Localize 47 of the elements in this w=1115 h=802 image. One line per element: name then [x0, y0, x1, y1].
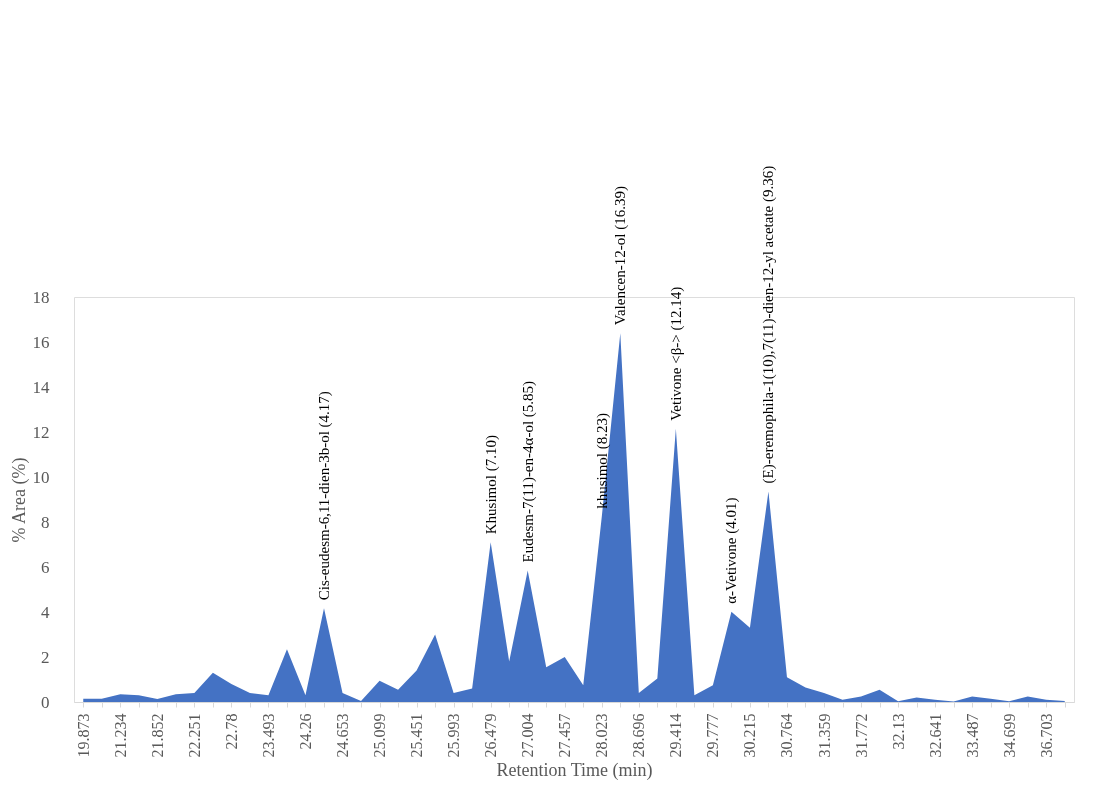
annotation: Eudesm-7(11)-en-4α-ol (5.85) — [519, 380, 537, 563]
y-tick-label: 2 — [41, 647, 50, 667]
x-tick-label: 24.26 — [296, 713, 314, 750]
y-tick-label: 4 — [41, 602, 50, 622]
annotation: khusimol (8.23) — [593, 412, 611, 509]
x-tick-label: 26.479 — [482, 713, 500, 758]
y-tick-label: 10 — [32, 467, 50, 487]
x-tick-label: 21.852 — [148, 713, 166, 758]
annotation: (E)-eremophila-1(10),7(11)-dien-12-yl acetate (9.36) — [760, 165, 778, 484]
x-axis-title: Retention Time (min) — [496, 759, 653, 781]
x-tick-label: 31.772 — [852, 713, 870, 758]
x-tick-label: 22.251 — [185, 713, 203, 758]
x-tick-label: 33.487 — [963, 713, 981, 758]
x-tick-label: 22.78 — [222, 713, 240, 750]
annotation: α-Vetivone (4.01) — [723, 497, 741, 604]
y-tick-label: 0 — [41, 692, 50, 712]
x-tick-label: 24.653 — [334, 713, 352, 758]
x-tick-label: 27.004 — [519, 713, 537, 758]
y-tick-label: 8 — [41, 512, 50, 532]
x-tick-label: 32.13 — [889, 713, 907, 750]
x-tick-label: 34.699 — [1000, 713, 1018, 758]
x-tick-label: 29.777 — [704, 713, 722, 758]
x-tick-label: 36.703 — [1037, 713, 1055, 758]
y-tick-label: 16 — [32, 332, 50, 352]
annotation: Khusimol (7.10) — [482, 435, 500, 535]
x-tick-label: 23.493 — [259, 713, 277, 758]
x-tick-label: 29.414 — [667, 713, 685, 758]
annotation: Cis-eudesm-6,11-dien-3b-ol (4.17) — [316, 391, 333, 601]
x-tick-label: 21.234 — [111, 713, 129, 758]
x-tick-label: 25.451 — [408, 713, 426, 758]
y-axis-title: % Area (%) — [8, 457, 30, 543]
y-tick-label: 18 — [32, 287, 50, 307]
annotation: Valencen-12-ol (16.39) — [612, 186, 630, 326]
x-tick-label: 30.215 — [741, 713, 759, 758]
y-tick-label: 12 — [32, 422, 50, 442]
x-tick-label: 31.359 — [815, 713, 833, 758]
x-tick-label: 28.696 — [630, 713, 648, 758]
y-tick-label: 14 — [32, 377, 50, 397]
x-tick-label: 27.457 — [556, 713, 574, 758]
x-tick-label: 25.993 — [445, 713, 463, 758]
y-tick-label: 6 — [41, 557, 50, 577]
annotation: Vetivone <β-> (12.14) — [667, 286, 685, 421]
x-tick-label: 28.023 — [593, 713, 611, 758]
x-tick-label: 32.641 — [926, 713, 944, 758]
x-tick-label: 19.873 — [74, 713, 92, 758]
x-tick-label: 30.764 — [778, 713, 796, 758]
x-tick-label: 25.099 — [371, 713, 389, 758]
